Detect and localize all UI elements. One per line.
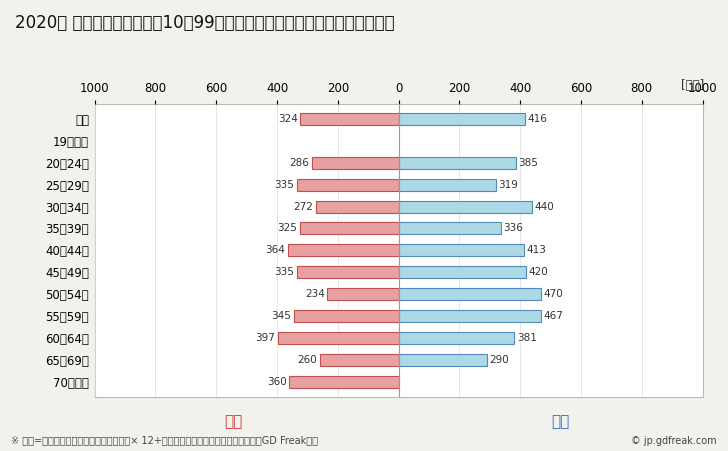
- Text: [万円]: [万円]: [681, 79, 705, 92]
- Bar: [399, 201, 532, 212]
- Text: 女性: 女性: [223, 414, 242, 429]
- Text: 男性: 男性: [551, 414, 570, 429]
- Bar: [399, 332, 515, 344]
- Bar: [278, 332, 399, 344]
- Bar: [293, 310, 399, 322]
- Text: 260: 260: [297, 354, 317, 365]
- Text: 381: 381: [517, 333, 537, 343]
- Bar: [288, 244, 399, 256]
- Text: 2020年 民間企業（従業者数10〜99人）フルタイム労働者の男女別平均年収: 2020年 民間企業（従業者数10〜99人）フルタイム労働者の男女別平均年収: [15, 14, 394, 32]
- Bar: [399, 179, 496, 191]
- Text: 364: 364: [266, 245, 285, 255]
- Text: 467: 467: [543, 311, 563, 321]
- Text: 385: 385: [518, 158, 538, 168]
- Text: 470: 470: [544, 289, 563, 299]
- Bar: [320, 354, 399, 366]
- Text: 413: 413: [526, 245, 547, 255]
- Bar: [399, 113, 525, 125]
- Bar: [399, 310, 540, 322]
- Text: 286: 286: [289, 158, 309, 168]
- Text: 290: 290: [489, 354, 509, 365]
- Text: 416: 416: [528, 114, 547, 124]
- Text: 360: 360: [267, 377, 287, 387]
- Text: 325: 325: [277, 223, 297, 234]
- Text: 345: 345: [272, 311, 291, 321]
- Text: ※ 年収=「きまって支給する現金給与額」× 12+「年間賞与その他特別給与額」としてGD Freak推計: ※ 年収=「きまって支給する現金給与額」× 12+「年間賞与その他特別給与額」と…: [11, 436, 318, 446]
- Text: 335: 335: [274, 179, 294, 190]
- Text: 234: 234: [305, 289, 325, 299]
- Text: 397: 397: [256, 333, 275, 343]
- Bar: [316, 201, 399, 212]
- Bar: [312, 157, 399, 169]
- Bar: [328, 288, 399, 300]
- Text: 336: 336: [503, 223, 523, 234]
- Bar: [297, 179, 399, 191]
- Bar: [399, 157, 515, 169]
- Bar: [289, 376, 399, 387]
- Text: 335: 335: [274, 267, 294, 277]
- Bar: [300, 113, 399, 125]
- Text: © jp.gdfreak.com: © jp.gdfreak.com: [631, 436, 717, 446]
- Text: 420: 420: [529, 267, 548, 277]
- Text: 272: 272: [293, 202, 314, 212]
- Bar: [399, 354, 487, 366]
- Text: 319: 319: [498, 179, 518, 190]
- Bar: [300, 222, 399, 235]
- Bar: [399, 288, 542, 300]
- Bar: [399, 244, 524, 256]
- Bar: [297, 266, 399, 278]
- Bar: [399, 266, 526, 278]
- Bar: [399, 222, 501, 235]
- Text: 324: 324: [278, 114, 298, 124]
- Text: 440: 440: [535, 202, 555, 212]
